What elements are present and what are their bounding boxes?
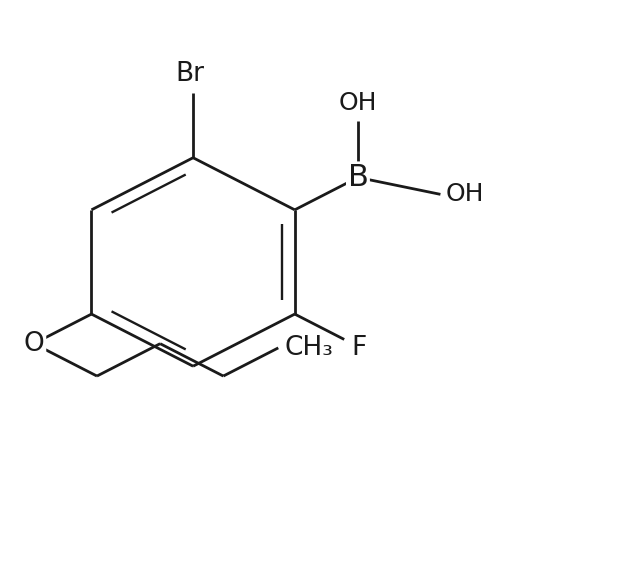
Text: OH: OH xyxy=(445,182,484,207)
Text: CH₃: CH₃ xyxy=(285,335,333,361)
Text: F: F xyxy=(352,335,367,361)
Text: OH: OH xyxy=(339,92,377,116)
Text: O: O xyxy=(24,331,44,357)
Text: Br: Br xyxy=(175,61,204,87)
Text: B: B xyxy=(348,163,369,192)
